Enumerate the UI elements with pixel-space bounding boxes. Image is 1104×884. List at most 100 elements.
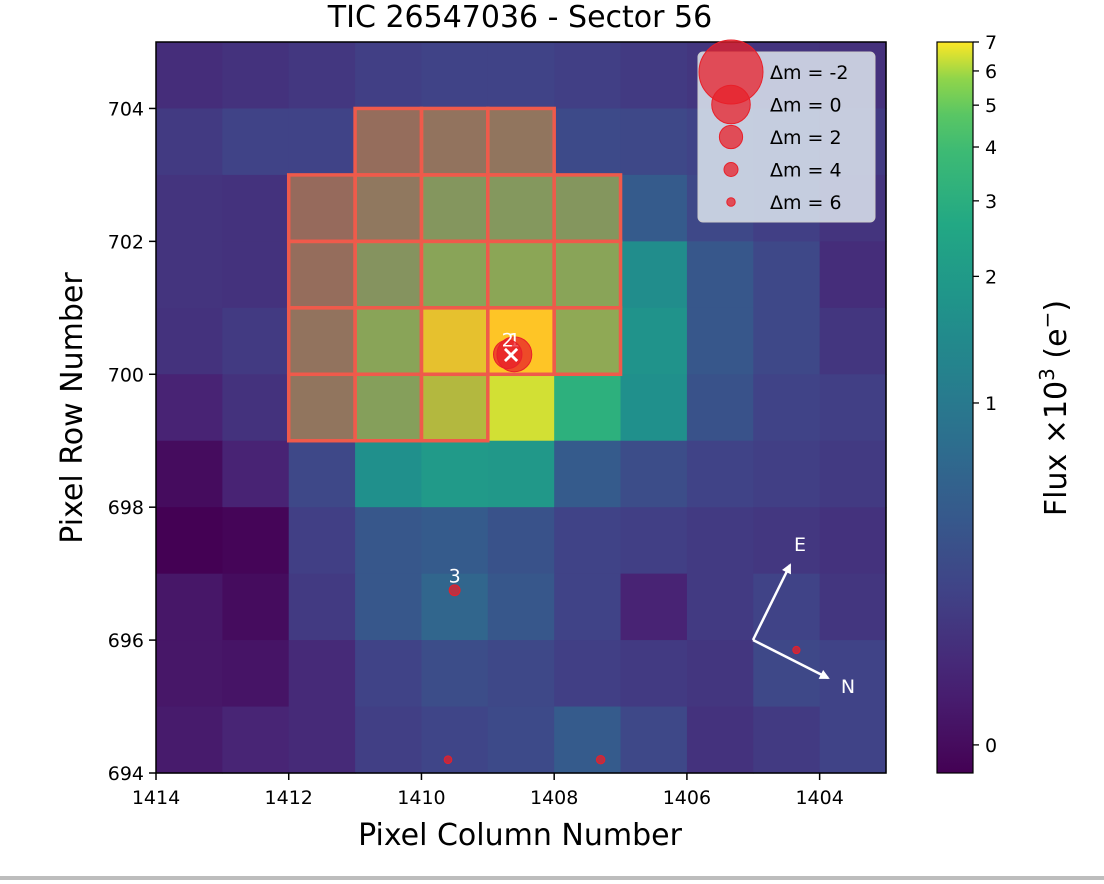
flux-pixel	[355, 440, 423, 508]
target-marker: ×	[501, 340, 521, 368]
star-marker	[492, 339, 523, 370]
flux-pixel	[288, 42, 356, 110]
aperture-pixel	[552, 306, 623, 377]
y-tick-label: 704	[108, 98, 144, 120]
legend-label: Δm = 2	[770, 127, 842, 149]
star-marker	[792, 645, 801, 655]
flux-pixel	[554, 241, 622, 309]
bottom-rule	[0, 876, 1104, 880]
colorbar-scale	[936, 41, 974, 774]
aperture-pixel	[419, 239, 490, 310]
flux-pixel	[156, 42, 223, 110]
flux-pixel	[620, 507, 688, 575]
flux-pixel	[156, 108, 223, 176]
x-tick-label: 1410	[397, 787, 445, 809]
colorbar-label: Flux ×103 (e−)	[1035, 300, 1074, 516]
aperture-pixel	[486, 106, 556, 177]
flux-pixel	[487, 440, 555, 508]
flux-pixel	[355, 374, 423, 442]
aperture-mask	[286, 106, 623, 443]
plot-frame	[155, 41, 887, 774]
flux-pixel	[355, 108, 423, 176]
compass-north-arrow	[752, 638, 830, 680]
flux-pixel	[487, 573, 555, 641]
flux-pixel	[355, 174, 423, 242]
flux-pixel	[554, 307, 622, 375]
legend-marker	[718, 124, 744, 150]
flux-pixel	[487, 108, 555, 176]
flux-pixel	[222, 307, 290, 375]
aperture-pixel	[486, 239, 556, 310]
colorbar-tick-label: 1	[985, 393, 997, 415]
flux-pixel	[355, 507, 423, 575]
aperture-pixel	[552, 173, 623, 244]
compass-east-arrow	[751, 563, 792, 641]
flux-pixel	[487, 706, 555, 774]
legend: Δm = -2 Δm = 0 Δm = 2 Δm = 4 Δm = 6	[697, 39, 876, 223]
colorbar-label-exp: 3	[1035, 368, 1059, 381]
flux-pixel	[554, 706, 622, 774]
flux-pixel	[554, 174, 622, 242]
flux-pixel	[753, 640, 821, 708]
flux-pixel	[753, 440, 821, 508]
flux-pixel	[620, 241, 688, 309]
aperture-pixel	[286, 372, 357, 443]
flux-pixel	[222, 241, 290, 309]
flux-pixel	[288, 241, 356, 309]
flux-pixel	[355, 42, 423, 110]
y-tick-label: 698	[108, 497, 144, 519]
flux-pixel	[222, 706, 290, 774]
colorbar-tick-label: 7	[985, 32, 997, 54]
colorbar-tick-label: 5	[985, 95, 997, 117]
aperture-pixel	[286, 306, 357, 377]
flux-pixel	[421, 307, 489, 375]
flux-pixel	[222, 440, 290, 508]
flux-pixel	[620, 42, 688, 110]
flux-pixel	[487, 241, 555, 309]
legend-label: Δm = 6	[770, 192, 842, 214]
flux-pixel	[487, 640, 555, 708]
colorbar-label-close: )	[1039, 300, 1074, 312]
flux-pixel	[554, 507, 622, 575]
flux-pixel	[156, 307, 223, 375]
flux-pixel	[156, 640, 223, 708]
flux-pixel	[156, 374, 223, 442]
flux-pixel	[421, 640, 489, 708]
flux-pixel	[487, 374, 555, 442]
flux-pixel	[620, 640, 688, 708]
flux-pixel	[819, 307, 887, 375]
aperture-pixel	[419, 306, 490, 377]
star-marker	[595, 754, 606, 765]
flux-pixel	[753, 507, 821, 575]
flux-pixel	[222, 507, 290, 575]
flux-pixel	[288, 573, 356, 641]
flux-pixel	[355, 640, 423, 708]
flux-pixel	[156, 440, 223, 508]
flux-pixel	[554, 108, 622, 176]
y-tick-label: 696	[108, 630, 144, 652]
flux-pixel	[222, 42, 290, 110]
star-label: 2	[502, 329, 514, 351]
y-axis: 694 696 698 700 702 704	[108, 98, 156, 785]
flux-pixel	[421, 42, 489, 110]
flux-pixel	[686, 507, 754, 575]
colorbar-tick-label: 2	[985, 266, 997, 288]
flux-pixel	[421, 241, 489, 309]
flux-pixel	[156, 573, 223, 641]
flux-pixel	[156, 706, 223, 774]
flux-pixel	[222, 374, 290, 442]
flux-pixel	[819, 241, 887, 309]
flux-pixel	[288, 307, 356, 375]
x-tick-label: 1406	[663, 787, 711, 809]
colorbar-tick-label: 3	[985, 191, 997, 213]
colorbar-label-unit: (e	[1039, 328, 1074, 368]
flux-pixel	[487, 507, 555, 575]
star-markers: 123×	[443, 329, 801, 765]
flux-pixel	[686, 241, 754, 309]
flux-pixel	[620, 440, 688, 508]
flux-pixel	[753, 573, 821, 641]
aperture-pixel	[419, 106, 490, 177]
star-marker	[448, 584, 461, 597]
flux-pixel	[554, 440, 622, 508]
